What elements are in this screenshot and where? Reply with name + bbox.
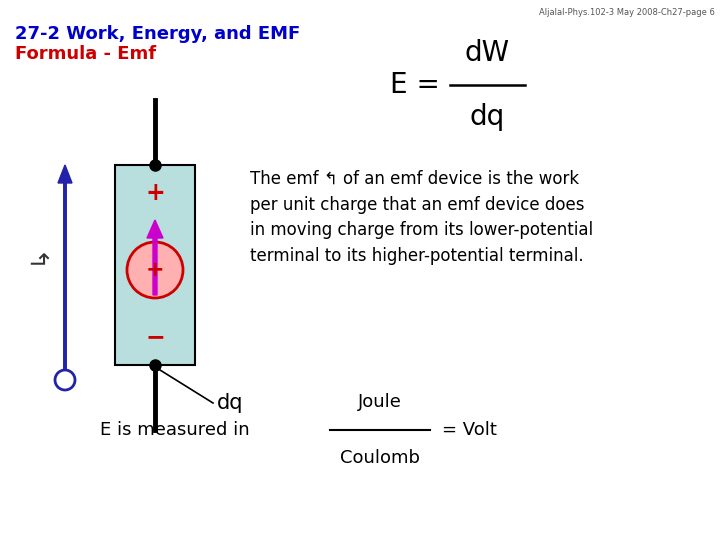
Text: 27-2 Work, Energy, and EMF: 27-2 Work, Energy, and EMF	[15, 25, 300, 43]
Bar	[115, 165, 195, 365]
Circle shape	[127, 242, 183, 298]
Text: +: +	[145, 181, 165, 205]
Text: dW: dW	[465, 39, 510, 67]
Text: dq: dq	[470, 103, 505, 131]
Text: ↰: ↰	[21, 252, 45, 273]
FancyArrow shape	[58, 165, 72, 380]
Text: Aljalal-Phys.102-3 May 2008-Ch27-page 6: Aljalal-Phys.102-3 May 2008-Ch27-page 6	[539, 8, 715, 17]
FancyArrow shape	[147, 220, 163, 295]
Text: Coulomb: Coulomb	[340, 449, 420, 467]
Circle shape	[55, 370, 75, 390]
Text: Joule: Joule	[358, 393, 402, 411]
Text: The emf ↰ of an emf device is the work
per unit charge that an emf device does
i: The emf ↰ of an emf device is the work p…	[250, 170, 593, 265]
Text: +: +	[145, 260, 164, 280]
Text: E =: E =	[390, 71, 440, 99]
Text: = Volt: = Volt	[442, 421, 497, 439]
Text: dq: dq	[217, 393, 243, 413]
Text: −: −	[145, 325, 165, 349]
Text: Formula - Emf: Formula - Emf	[15, 45, 156, 63]
Text: E is measured in: E is measured in	[100, 421, 250, 439]
